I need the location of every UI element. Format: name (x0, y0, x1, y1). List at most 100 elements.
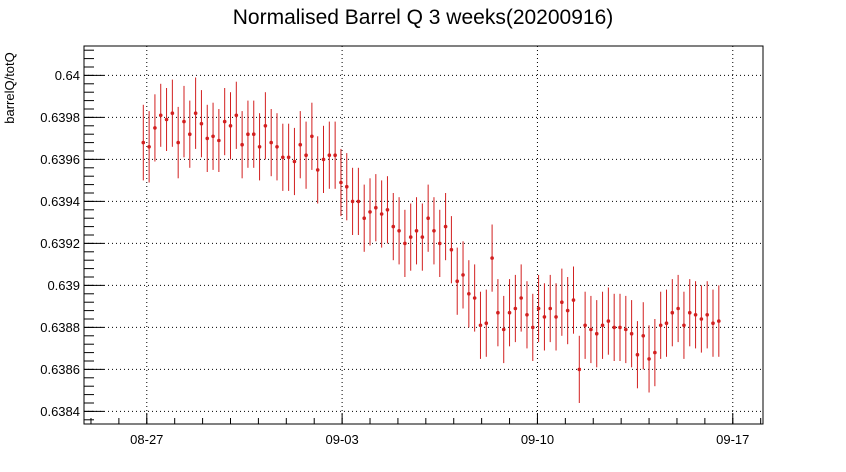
data-point (368, 210, 372, 214)
data-point (525, 313, 529, 317)
data-point (542, 315, 547, 319)
data-point (188, 132, 192, 136)
y-axis-label: barrelQ/totQ (2, 52, 17, 124)
y-tick-label: 0.639 (47, 278, 80, 293)
data-point (536, 306, 541, 311)
data-point (269, 140, 273, 145)
data-point (182, 119, 186, 124)
data-point (507, 310, 512, 315)
data-point (251, 132, 256, 136)
y-tick-label: 0.6384 (40, 404, 80, 419)
data-point (304, 153, 308, 157)
data-point (565, 308, 570, 313)
data-point (501, 327, 506, 332)
x-tick-label: 09-03 (325, 432, 358, 447)
data-point (217, 138, 221, 143)
x-tick-label: 09-10 (521, 432, 554, 447)
y-tick-label: 0.6394 (40, 194, 80, 209)
chart-title: Normalised Barrel Q 3 weeks(20200916) (233, 6, 614, 29)
y-tick-label: 0.64 (55, 68, 80, 83)
data-point (699, 317, 704, 321)
data-point (548, 306, 553, 311)
data-point (327, 153, 332, 157)
data-point (594, 331, 599, 336)
y-tick-label: 0.6386 (40, 362, 80, 377)
data-point (653, 350, 657, 355)
x-tick-label: 08-27 (130, 432, 163, 447)
data-point (670, 310, 675, 315)
data-point (211, 134, 215, 139)
data-point (577, 367, 582, 372)
data-point (141, 140, 146, 145)
data-point (263, 124, 268, 128)
data-point (606, 319, 611, 323)
data-point (461, 273, 465, 277)
data-point (403, 241, 407, 246)
data-point (205, 136, 210, 141)
data-point (281, 155, 285, 160)
data-point (600, 323, 605, 328)
data-point (589, 327, 593, 332)
data-point (693, 313, 698, 317)
data-point (228, 124, 233, 128)
data-point (682, 323, 686, 328)
data-point (432, 229, 436, 233)
data-point (676, 306, 680, 311)
data-point (315, 168, 320, 172)
data-point (472, 296, 477, 300)
data-point (641, 334, 646, 338)
data-point (222, 119, 227, 124)
data-point (240, 142, 244, 147)
data-point (374, 205, 378, 210)
y-tick-label: 0.6392 (40, 236, 80, 251)
data-point (490, 256, 494, 260)
data-point (687, 310, 692, 315)
data-point (391, 224, 396, 229)
data-point (618, 325, 622, 330)
data-point (344, 184, 349, 189)
data-point (275, 145, 279, 149)
data-point (664, 321, 669, 326)
y-axis: 0.6384 0.6386 0.6388 0.639 0.6392 0.6394 0.639… (40, 49, 104, 421)
data-point (310, 134, 314, 139)
data-point (629, 331, 634, 336)
data-point (350, 199, 355, 204)
data-point (333, 153, 337, 157)
data-point (426, 216, 430, 220)
data-point (339, 180, 343, 185)
data-point (467, 292, 471, 296)
data-point (234, 113, 239, 118)
data-point (321, 157, 326, 162)
data-series (141, 77, 721, 403)
data-point (199, 121, 204, 126)
data-point (379, 212, 384, 216)
data-point (158, 113, 163, 118)
data-point (362, 216, 367, 220)
data-point (170, 111, 175, 115)
grid-lines (84, 46, 763, 424)
data-point (530, 325, 535, 330)
data-point (147, 145, 151, 149)
data-point (455, 279, 460, 284)
plot-frame (83, 45, 764, 425)
data-point (292, 159, 297, 164)
data-point (583, 323, 587, 328)
data-point (647, 357, 651, 361)
data-point (176, 140, 180, 145)
data-point (635, 352, 640, 357)
data-point (298, 142, 303, 147)
data-point (414, 229, 419, 233)
data-point (519, 296, 523, 300)
data-point (356, 199, 361, 204)
data-point (385, 208, 390, 212)
data-point (443, 224, 448, 229)
y-tick-label: 0.6398 (40, 110, 80, 125)
data-point (612, 325, 616, 330)
data-point (397, 229, 401, 233)
data-point (164, 117, 169, 122)
data-point (554, 315, 558, 319)
data-point (449, 247, 454, 252)
data-point (437, 241, 442, 246)
data-point (571, 298, 576, 302)
